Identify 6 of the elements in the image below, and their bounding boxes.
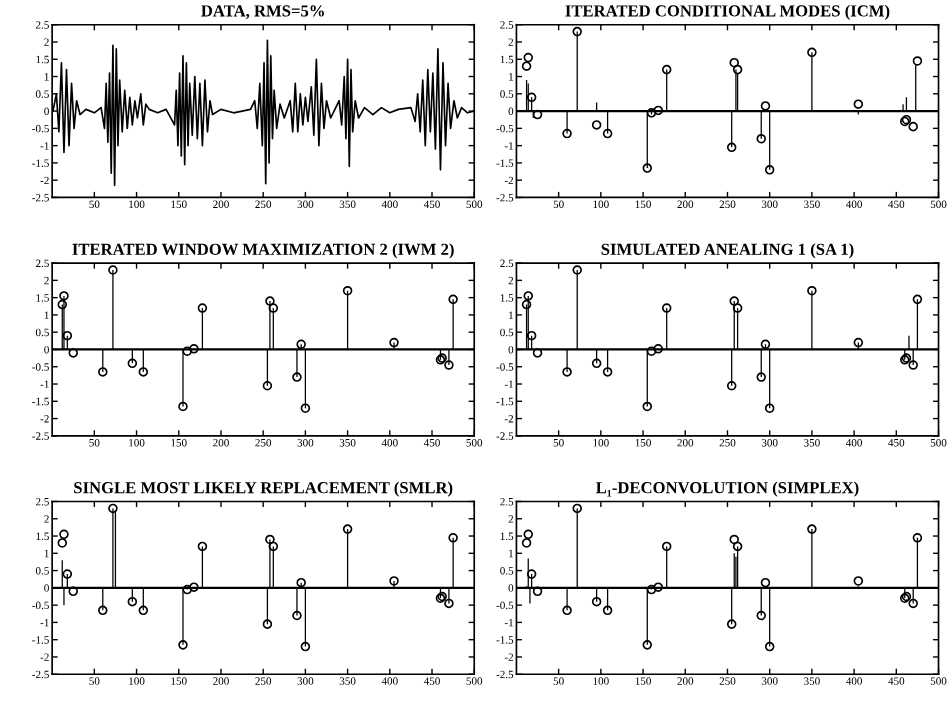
chart-title: L₁-DECONVOLUTION (SIMPLEX) <box>596 481 859 497</box>
chart-title: ITERATED CONDITIONAL MODES (ICM) <box>565 4 890 20</box>
chart-title: SIMULATED ANEALING 1 (SA 1) <box>601 243 854 259</box>
chart-title: SINGLE MOST LIKELY REPLACEMENT (SMLR) <box>74 481 453 497</box>
chart-title: DATA, RMS=5% <box>201 5 324 19</box>
chart-title: ITERATED WINDOW MAXIMIZATION 2 (IWM 2) <box>72 243 454 259</box>
